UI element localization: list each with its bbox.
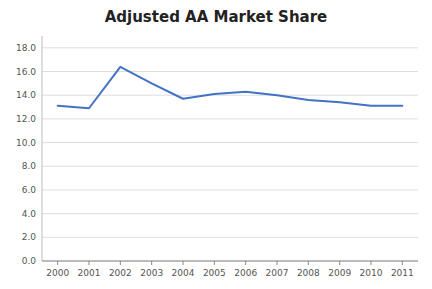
x-tick [277,261,278,265]
x-tick [183,261,184,265]
x-tick [57,261,58,265]
grid-line [42,213,418,214]
x-tick [371,261,372,265]
x-tick [120,261,121,265]
x-tick-label: 2004 [172,268,195,278]
y-axis: 0.0 2.0 4.0 6.0 8.0 10.0 12.0 14.0 16.0 18.0 [16,36,418,266]
x-tick [308,261,309,265]
grid-line [42,237,418,238]
y-tick-label: 12.0 [16,114,36,124]
x-tick-label: 2006 [234,268,257,278]
x-tick [151,261,152,265]
grid-line [42,47,418,48]
x-tick-label: 2010 [360,268,383,278]
x-tick-label: 2007 [266,268,289,278]
grid-line [42,142,418,143]
x-tick [402,261,403,265]
page: {"chart_data": {"type": "line", "title":… [0,0,432,289]
x-tick-label: 2008 [297,268,320,278]
chart: Adjusted AA Market Share 0.0 2.0 4.0 6.0 8.0 1… [0,0,432,289]
y-tick-label: 6.0 [22,185,37,195]
y-tick-label: 0.0 [22,256,37,266]
grid-line [42,71,418,72]
x-tick-label: 2005 [203,268,226,278]
grid-line [42,118,418,119]
x-tick-label: 2001 [78,268,101,278]
x-tick-label: 2003 [140,268,163,278]
y-tick-label: 2.0 [22,232,37,242]
x-tick [89,261,90,265]
x-tick-label: 2000 [46,268,69,278]
y-tick-label: 18.0 [16,43,36,53]
y-tick-label: 4.0 [22,209,37,219]
x-tick [245,261,246,265]
grid-line [42,261,418,262]
y-tick-label: 16.0 [16,67,36,77]
grid-line [42,189,418,190]
line [58,67,403,108]
x-axis-line [42,261,418,262]
x-tick-label: 2009 [328,268,351,278]
y-tick-label: 14.0 [16,90,36,100]
plot-area [58,67,403,108]
x-tick-label: 2011 [391,268,414,278]
background [0,0,432,289]
x-tick [339,261,340,265]
x-tick [214,261,215,265]
y-tick-label: 10.0 [16,138,36,148]
y-tick-label: 8.0 [22,161,37,171]
y-axis-line [42,36,43,261]
title: Adjusted AA Market Share [105,8,328,26]
grid-line [42,166,418,167]
x-tick-label: 2002 [109,268,132,278]
x-axis: 2000 2001 2002 2003 2004 2005 2006 2007 2008 2009… [42,261,418,278]
